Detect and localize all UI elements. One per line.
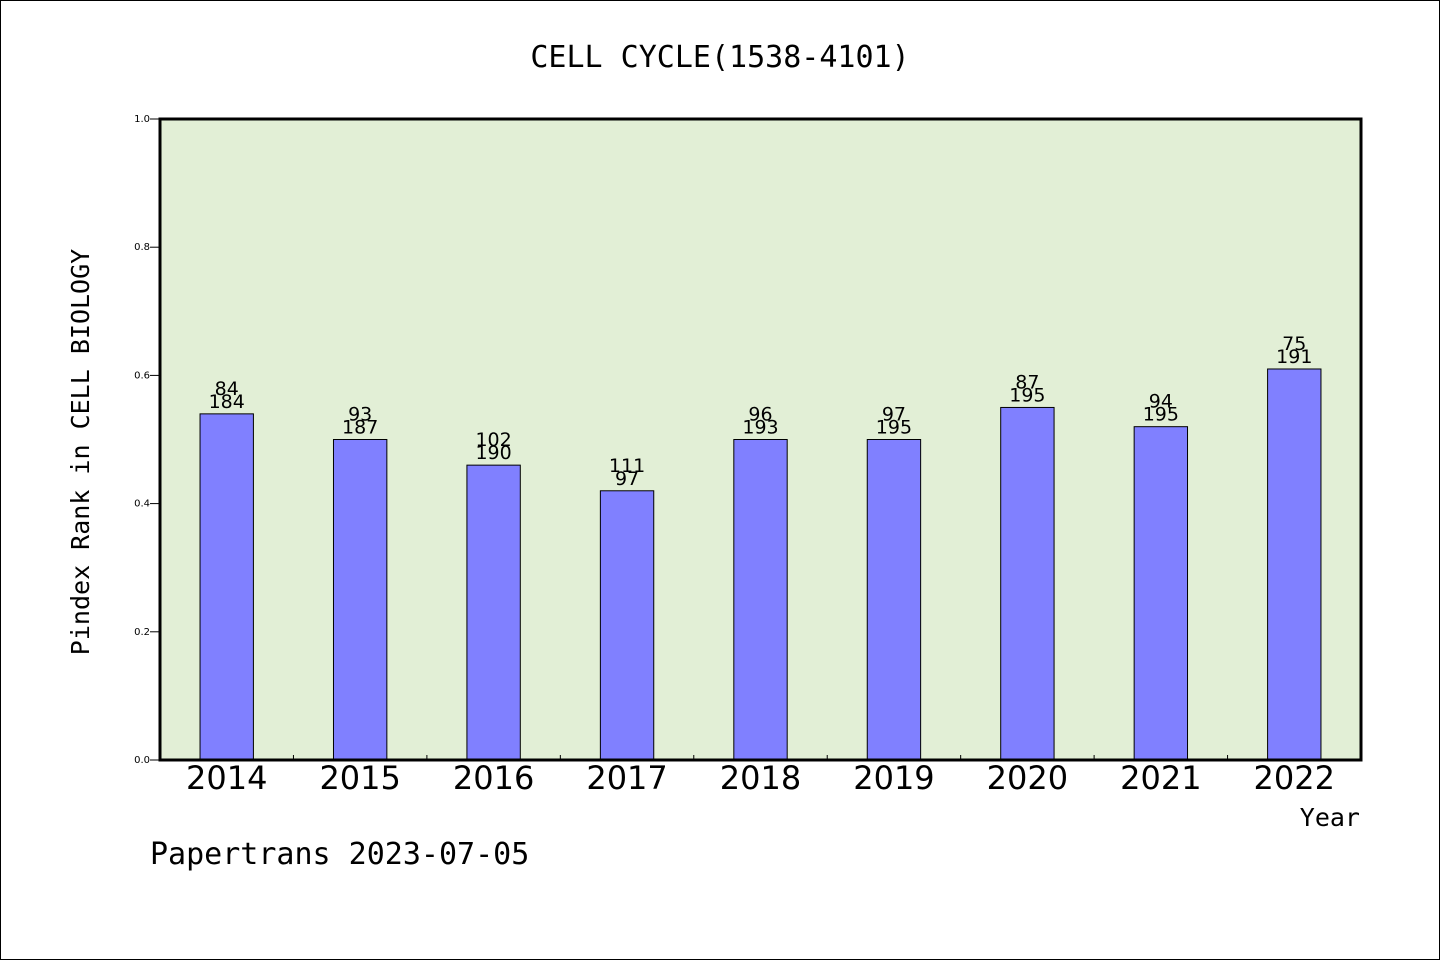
bar-label-bottom-2022: 191 <box>1276 346 1312 368</box>
x-tick-label-2016: 2016 <box>453 759 534 797</box>
bar-2018 <box>733 439 788 761</box>
bar-label-top-2016: 102 <box>475 429 511 451</box>
x-axis: 2014 2015 2016 2017 2018 2019 2020 2021 2022 <box>186 755 1335 797</box>
bar-2019 <box>866 439 922 761</box>
bars-group <box>199 368 1322 761</box>
y-tick-label: 1.0 <box>134 114 150 125</box>
bar-label-top-2021: 94 <box>1149 391 1173 413</box>
y-tick-label: 0.8 <box>134 242 150 253</box>
bar-label-top-2019: 97 <box>882 404 906 426</box>
x-axis-label: Year <box>1300 803 1360 832</box>
x-tick-label-2017: 2017 <box>586 759 667 797</box>
x-tick-label-2020: 2020 <box>987 759 1068 797</box>
bar-2022 <box>1267 368 1322 761</box>
bar-2015 <box>332 439 388 761</box>
bar-label-bottom-2019: 195 <box>876 417 912 439</box>
bar-2014 <box>199 413 254 761</box>
x-tick-label-2018: 2018 <box>720 759 801 797</box>
y-tick-label: 0.4 <box>134 499 150 510</box>
bar-label-bottom-2014: 184 <box>209 391 245 413</box>
bar-label-top-2014: 84 <box>215 378 239 400</box>
bar-2017 <box>599 490 655 761</box>
bar-label-bottom-2021: 195 <box>1143 404 1179 426</box>
x-tick-label-2019: 2019 <box>853 759 934 797</box>
bar-label-top-2018: 96 <box>748 404 772 426</box>
x-tick-label-2015: 2015 <box>319 759 400 797</box>
bar-label-bottom-2016: 190 <box>475 442 511 464</box>
x-tick-label-2022: 2022 <box>1254 759 1335 797</box>
chart-title: CELL CYCLE(1538-4101) <box>530 40 909 75</box>
x-tick-label-2014: 2014 <box>186 759 267 797</box>
bar-label-bottom-2020: 195 <box>1009 384 1045 406</box>
bar-2021 <box>1133 426 1189 761</box>
y-axis-label: Pindex Rank in CELL BIOLOGY <box>66 249 95 655</box>
y-tick-label: 0.6 <box>134 370 150 381</box>
x-tick-label-2021: 2021 <box>1120 759 1201 797</box>
bar-label-top-2017: 111 <box>609 455 645 477</box>
bar-label-top-2015: 93 <box>348 404 372 426</box>
bar-label-top-2020: 87 <box>1015 371 1039 393</box>
bar-label-bottom-2018: 193 <box>742 417 778 439</box>
bar-2020 <box>1000 406 1055 761</box>
y-axis: 0.0 0.2 0.4 0.6 0.8 1.0 <box>134 114 160 766</box>
y-tick-label: 0.0 <box>134 755 150 766</box>
bar-label-bottom-2017: 97 <box>615 468 639 490</box>
footer-credit: Papertrans 2023-07-05 <box>150 837 529 872</box>
bar-label-top-2022: 75 <box>1282 333 1306 355</box>
plot-border <box>158 117 1363 762</box>
bar-label-bottom-2015: 187 <box>342 417 378 439</box>
bar-2016 <box>466 464 521 761</box>
y-tick-label: 0.2 <box>134 627 150 638</box>
